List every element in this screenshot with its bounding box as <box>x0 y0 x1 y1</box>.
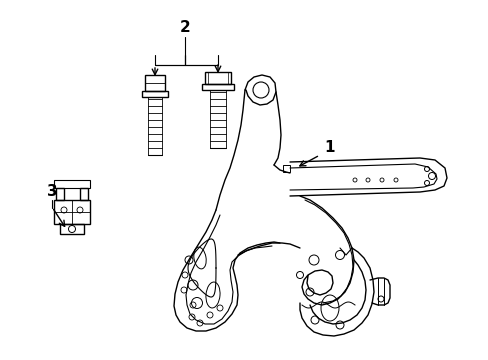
Text: 1: 1 <box>324 140 335 156</box>
Text: 2: 2 <box>179 21 190 36</box>
Text: 3: 3 <box>46 184 57 199</box>
